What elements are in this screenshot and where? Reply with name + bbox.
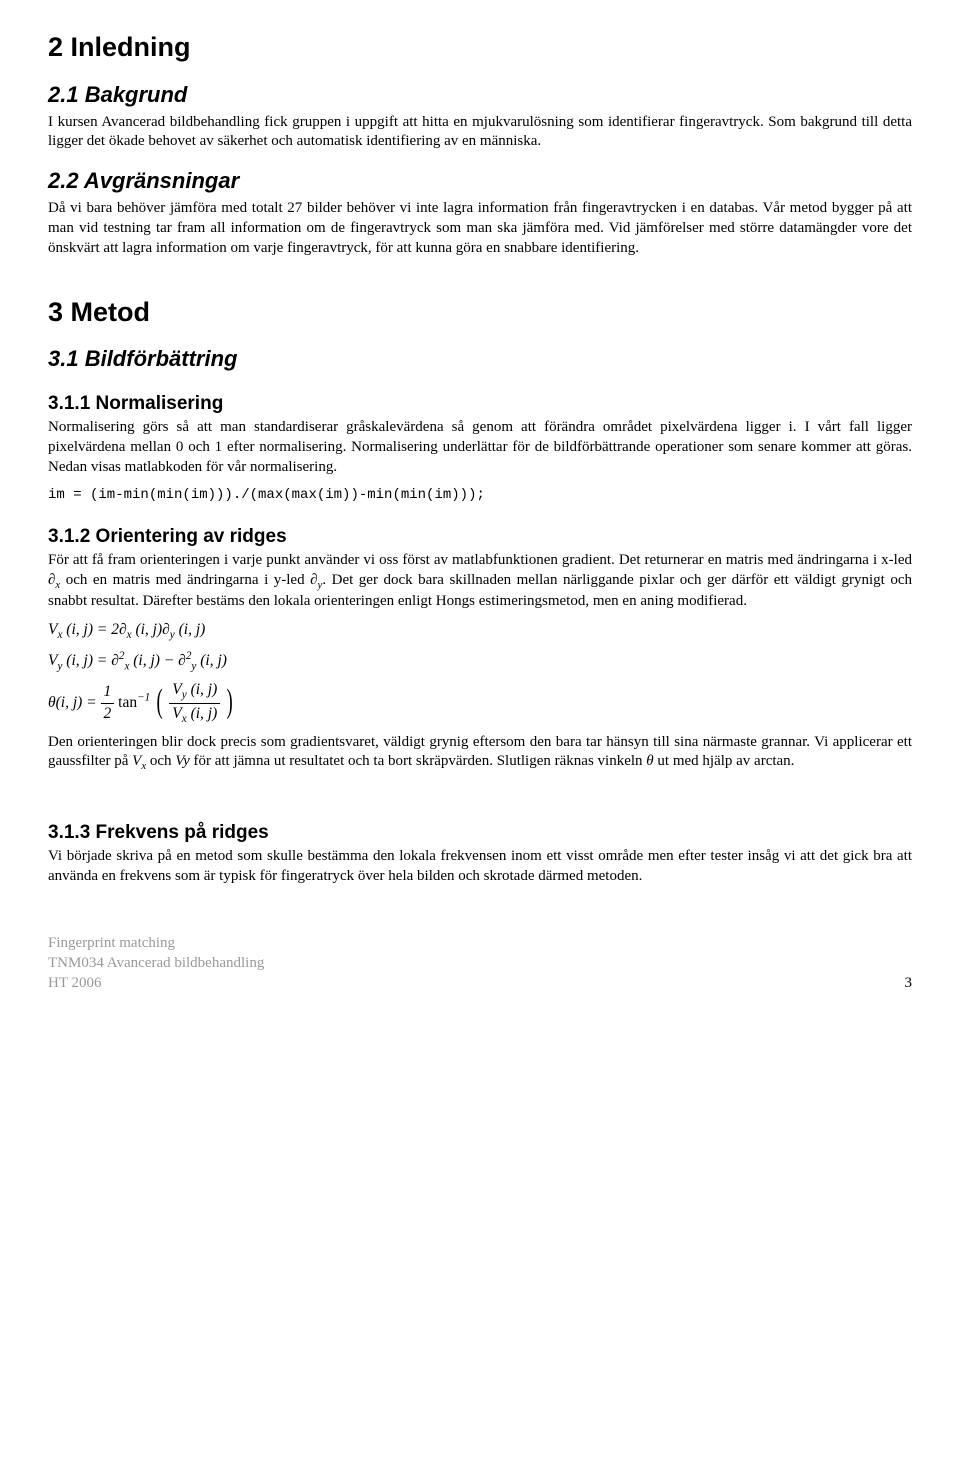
footer-line: TNM034 Avancerad bildbehandling bbox=[48, 954, 912, 974]
subsection-title: 2.1 Bakgrund bbox=[48, 80, 912, 109]
paragraph: Den orienteringen blir dock precis som g… bbox=[48, 733, 912, 774]
code-block: im = (im-min(min(im)))./(max(max(im))-mi… bbox=[48, 486, 912, 504]
paragraph: I kursen Avancerad bildbehandling fick g… bbox=[48, 113, 912, 153]
footer-line: HT 2006 bbox=[48, 974, 912, 994]
equation: Vx (i, j) = 2∂x (i, j)∂y (i, j) bbox=[48, 620, 912, 643]
page-number: 3 bbox=[905, 974, 913, 994]
subsubsection-title: 3.1.1 Normalisering bbox=[48, 391, 912, 416]
subsection-title: 2.2 Avgränsningar bbox=[48, 166, 912, 195]
footer-line: Fingerprint matching bbox=[48, 934, 912, 954]
equation: Vy (i, j) = ∂2x (i, j) − ∂2y (i, j) bbox=[48, 649, 912, 674]
subsection-title: 3.1 Bildförbättring bbox=[48, 344, 912, 373]
paragraph: Vi började skriva på en metod som skulle… bbox=[48, 847, 912, 887]
section-title: 3 Metod bbox=[48, 295, 912, 331]
paragraph: Då vi bara behöver jämföra med totalt 27… bbox=[48, 199, 912, 258]
page-footer: Fingerprint matching TNM034 Avancerad bi… bbox=[48, 934, 912, 993]
paragraph: Normalisering görs så att man standardis… bbox=[48, 418, 912, 477]
subsubsection-title: 3.1.3 Frekvens på ridges bbox=[48, 820, 912, 845]
equation: θ(i, j) = 12 tan−1 ( Vy (i, j) Vx (i, j)… bbox=[48, 680, 912, 727]
subsubsection-title: 3.1.2 Orientering av ridges bbox=[48, 524, 912, 549]
section-title: 2 Inledning bbox=[48, 30, 912, 66]
paragraph: För att få fram orienteringen i varje pu… bbox=[48, 551, 912, 612]
